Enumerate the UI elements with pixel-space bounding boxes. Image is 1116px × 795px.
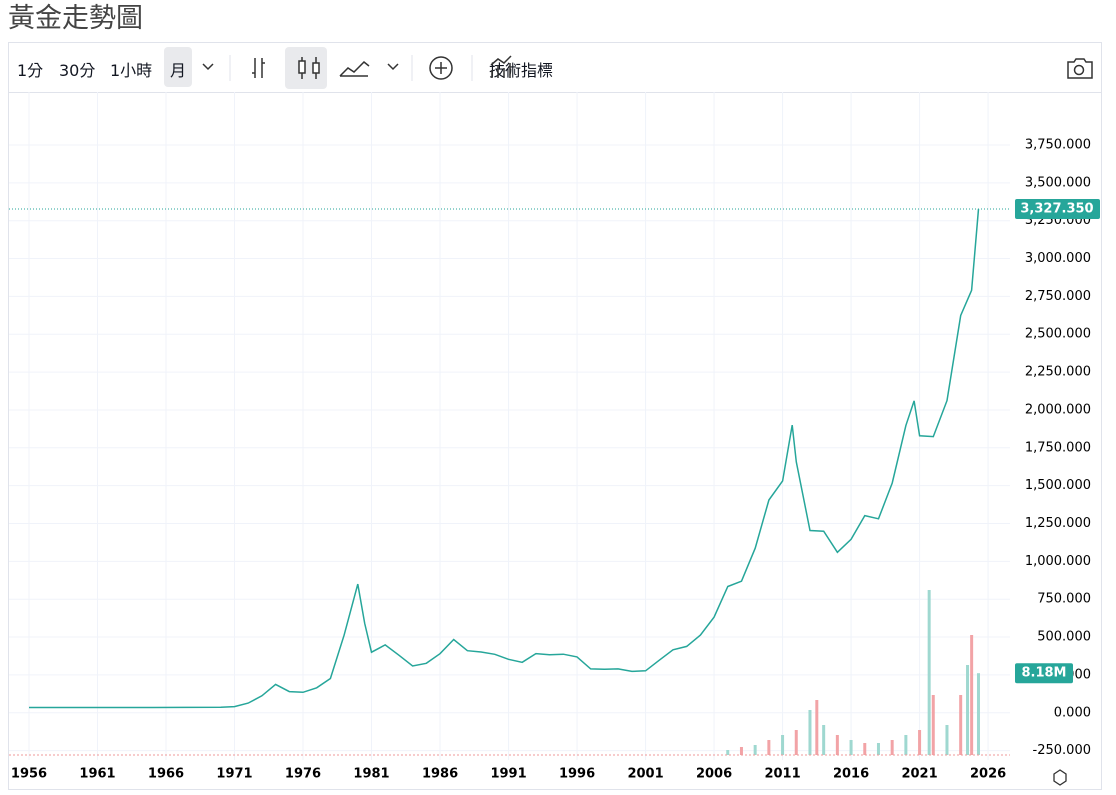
interval-button[interactable]: 1小時 bbox=[110, 61, 153, 80]
x-tick-label: 1981 bbox=[353, 767, 389, 782]
bar-icon[interactable] bbox=[252, 58, 265, 78]
x-tick-label: 1991 bbox=[490, 767, 526, 782]
toolbar: 1分 30分 1小時 月 技術指標 bbox=[9, 43, 1101, 93]
volume-bar bbox=[726, 750, 730, 755]
y-tick-label: 1,500.000 bbox=[1025, 478, 1091, 493]
y-tick-label: 1,750.000 bbox=[1025, 440, 1091, 455]
area-icon[interactable] bbox=[339, 60, 370, 77]
interval-button[interactable]: 1分 bbox=[17, 61, 44, 80]
x-tick-label: 1971 bbox=[216, 767, 252, 782]
y-tick-label: 2,250.000 bbox=[1025, 365, 1091, 380]
x-tick-label: 1996 bbox=[559, 767, 595, 782]
interval-button[interactable]: 月 bbox=[164, 47, 193, 87]
x-tick-label: 2001 bbox=[627, 767, 663, 782]
y-tick-label: 2,750.000 bbox=[1025, 289, 1091, 304]
x-tick-label: 2021 bbox=[901, 767, 937, 782]
y-tick-label: 1,000.000 bbox=[1025, 554, 1091, 569]
price-badge bbox=[1015, 198, 1100, 219]
y-tick-label: 1,250.000 bbox=[1025, 516, 1091, 531]
x-tick-label: 1976 bbox=[285, 767, 321, 782]
x-tick-label: 2011 bbox=[764, 767, 800, 782]
price-line bbox=[29, 208, 980, 709]
x-tick-label: 1961 bbox=[79, 767, 115, 782]
indicators-icon[interactable] bbox=[490, 55, 512, 78]
indicators-button[interactable]: 技術指標 bbox=[489, 61, 554, 80]
y-tick-label: 500.000 bbox=[1037, 630, 1091, 645]
compare-icon[interactable] bbox=[429, 56, 453, 80]
price-badge-label: 3,327.350 bbox=[1020, 201, 1093, 216]
volume-bar bbox=[876, 743, 880, 755]
snapshot-icon[interactable] bbox=[1067, 58, 1093, 79]
interval-button[interactable]: 30分 bbox=[59, 61, 96, 80]
volume-bar bbox=[890, 740, 894, 755]
toolbar-icons bbox=[202, 47, 1093, 89]
y-tick-label: -250.000 bbox=[1033, 743, 1091, 758]
dropdown-icon[interactable] bbox=[387, 63, 399, 71]
volume-badge bbox=[1015, 663, 1073, 684]
x-tick-label: 1966 bbox=[148, 767, 184, 782]
y-tick-label: 3,000.000 bbox=[1025, 251, 1091, 266]
x-tick-label: 2016 bbox=[833, 767, 869, 782]
y-tick-label: 3,500.000 bbox=[1025, 175, 1091, 190]
volume-bar bbox=[959, 695, 963, 755]
page-title: 黃金走勢圖 bbox=[8, 3, 143, 34]
volume-bar bbox=[904, 735, 908, 755]
chart-widget: 1分 30分 1小時 月 技術指標 bbox=[8, 42, 1102, 790]
volume-bar bbox=[808, 710, 812, 755]
volume-bar bbox=[739, 747, 743, 755]
volume-bar bbox=[753, 745, 757, 755]
volume-bar bbox=[976, 673, 980, 755]
volume-badge-label: 8.18M bbox=[1021, 666, 1066, 681]
volume-bar bbox=[849, 740, 853, 755]
volume-bar bbox=[931, 695, 935, 755]
volume-bar bbox=[863, 743, 867, 755]
x-tick-label: 1986 bbox=[422, 767, 458, 782]
volume-bar bbox=[815, 700, 819, 755]
volume-bar bbox=[945, 725, 949, 755]
y-tick-label: 0.000 bbox=[1054, 705, 1091, 720]
y-tick-label: 3,750.000 bbox=[1025, 137, 1091, 152]
candle-icon[interactable] bbox=[298, 60, 306, 74]
settings-icon[interactable] bbox=[1053, 769, 1067, 786]
volume-bar bbox=[794, 730, 798, 755]
volume-bar bbox=[970, 635, 974, 755]
volume-bar bbox=[835, 735, 839, 755]
x-tick-label: 2026 bbox=[970, 767, 1006, 782]
volume-bar bbox=[918, 730, 922, 755]
volume-bar bbox=[781, 735, 785, 755]
x-tick-label: 2006 bbox=[696, 767, 732, 782]
volume-bar bbox=[966, 665, 970, 755]
volume-bar bbox=[767, 740, 771, 755]
y-tick-label: 750.000 bbox=[1037, 592, 1091, 607]
dropdown-icon[interactable] bbox=[202, 63, 214, 71]
x-tick-label: 1956 bbox=[11, 767, 47, 782]
volume-bar bbox=[927, 590, 931, 755]
volume-bar bbox=[822, 725, 826, 755]
y-tick-label: 2,500.000 bbox=[1025, 327, 1091, 342]
y-tick-label: 2,000.000 bbox=[1025, 402, 1091, 417]
